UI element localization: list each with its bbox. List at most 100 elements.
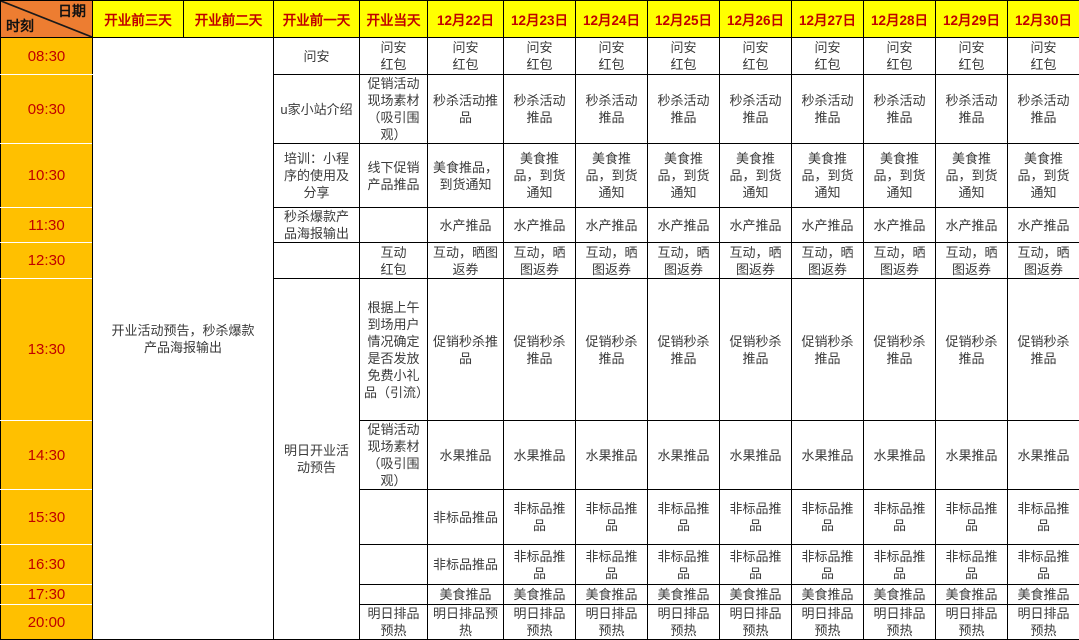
time-label: 16:30: [1, 545, 93, 585]
schedule-cell: 美食推品: [504, 585, 576, 605]
header-row: 日期 时刻 开业前三天 开业前二天 开业前一天 开业当天 12月22日 12月2…: [1, 1, 1079, 38]
schedule-cell: 非标品推品: [428, 545, 504, 585]
schedule-cell: 促销秒杀推品: [720, 279, 792, 421]
header-opening-day: 开业当天: [360, 1, 428, 38]
time-label: 09:30: [1, 75, 93, 144]
schedule-cell: 非标品推品: [936, 490, 1008, 545]
cell-day0-1530: [360, 490, 428, 545]
schedule-cell: 水果推品: [1008, 421, 1079, 490]
corner-time-label: 时刻: [6, 16, 34, 36]
schedule-cell: 互动，晒图返券: [648, 243, 720, 279]
schedule-cell: 非标品推品: [792, 490, 864, 545]
header-pre1: 开业前一天: [274, 1, 360, 38]
schedule-cell: 明日排品预热: [1008, 605, 1079, 640]
schedule-cell: 互动，晒图返券: [1008, 243, 1079, 279]
schedule-cell: 非标品推品: [504, 490, 576, 545]
schedule-cell: 秒杀活动推品: [428, 75, 504, 144]
schedule-cell: 问安 红包: [428, 38, 504, 75]
time-label: 20:00: [1, 605, 93, 640]
schedule-cell: 问安 红包: [648, 38, 720, 75]
time-label: 10:30: [1, 144, 93, 208]
schedule-cell: 非标品推品: [864, 545, 936, 585]
schedule-cell: 促销秒杀推品: [428, 279, 504, 421]
schedule-cell: 秒杀活动推品: [792, 75, 864, 144]
schedule-cell: 美食推品: [720, 585, 792, 605]
schedule-cell: 秒杀活动推品: [864, 75, 936, 144]
schedule-cell: 促销秒杀推品: [864, 279, 936, 421]
time-label: 13:30: [1, 279, 93, 421]
schedule-cell: 美食推品: [936, 585, 1008, 605]
schedule-cell: 非标品推品: [720, 545, 792, 585]
schedule-cell: 非标品推品: [504, 545, 576, 585]
schedule-cell: 促销秒杀推品: [936, 279, 1008, 421]
schedule-cell: 非标品推品: [648, 545, 720, 585]
header-dec26: 12月26日: [720, 1, 792, 38]
cell-pre1-1230: [274, 243, 360, 279]
cell-pre1-1130: 秒杀爆款产品海报输出: [274, 208, 360, 243]
schedule-cell: 非标品推品: [720, 490, 792, 545]
time-label: 08:30: [1, 38, 93, 75]
schedule-cell: 美食推品: [792, 585, 864, 605]
time-label: 14:30: [1, 421, 93, 490]
schedule-cell: 明日排品预热: [428, 605, 504, 640]
schedule-cell: 明日排品预热: [936, 605, 1008, 640]
header-dec30: 12月30日: [1008, 1, 1079, 38]
schedule-cell: 明日排品预热: [576, 605, 648, 640]
schedule-cell: 水产推品: [1008, 208, 1079, 243]
schedule-cell: 水果推品: [864, 421, 936, 490]
schedule-cell: 互动，晒图返券: [576, 243, 648, 279]
schedule-cell: 秒杀活动推品: [648, 75, 720, 144]
header-dec29: 12月29日: [936, 1, 1008, 38]
schedule-cell: 水果推品: [936, 421, 1008, 490]
time-label: 11:30: [1, 208, 93, 243]
schedule-cell: 美食推品，到货通知: [576, 144, 648, 208]
schedule-cell: 互动，晒图返券: [504, 243, 576, 279]
schedule-cell: 明日排品预热: [720, 605, 792, 640]
schedule-cell: 水产推品: [864, 208, 936, 243]
time-label: 12:30: [1, 243, 93, 279]
cell-day0-1330: 根据上午到场用户情况确定是否发放免费小礼品（引流）: [360, 279, 428, 421]
schedule-cell: 促销秒杀推品: [1008, 279, 1079, 421]
corner-diagonal-container: 日期 时刻: [1, 1, 92, 37]
schedule-cell: 水产推品: [428, 208, 504, 243]
schedule-cell: 水果推品: [504, 421, 576, 490]
corner-cell: 日期 时刻: [1, 1, 93, 38]
cell-day0-1630: [360, 545, 428, 585]
schedule-cell: 互动，晒图返券: [864, 243, 936, 279]
row-0830: 08:30 开业活动预告，秒杀爆款 产品海报输出 问安 问安 红包 问安 红包 …: [1, 38, 1079, 75]
cell-day0-1730: [360, 585, 428, 605]
cell-day0-0930: 促销活动现场素材（吸引围观）: [360, 75, 428, 144]
schedule-cell: 非标品推品: [1008, 490, 1079, 545]
cell-day0-1230: 互动 红包: [360, 243, 428, 279]
schedule-cell: 美食推品: [1008, 585, 1079, 605]
cell-day0-1130: [360, 208, 428, 243]
schedule-cell: 非标品推品: [936, 545, 1008, 585]
schedule-cell: 美食推品，到货通知: [648, 144, 720, 208]
schedule-cell: 水果推品: [720, 421, 792, 490]
schedule-cell: 秒杀活动推品: [504, 75, 576, 144]
schedule-cell: 非标品推品: [428, 490, 504, 545]
schedule-cell: 明日排品预热: [864, 605, 936, 640]
schedule-cell: 水果推品: [792, 421, 864, 490]
cell-day0-0830: 问安 红包: [360, 38, 428, 75]
schedule-cell: 非标品推品: [648, 490, 720, 545]
schedule-cell: 美食推品，到货通知: [504, 144, 576, 208]
cell-day0-1030: 线下促销产品推品: [360, 144, 428, 208]
schedule-cell: 水产推品: [576, 208, 648, 243]
schedule-cell: 非标品推品: [576, 545, 648, 585]
schedule-cell: 问安 红包: [936, 38, 1008, 75]
time-label: 15:30: [1, 490, 93, 545]
schedule-cell: 互动，晒图返券: [428, 243, 504, 279]
schedule-cell: 问安 红包: [1008, 38, 1079, 75]
schedule-cell: 水果推品: [428, 421, 504, 490]
schedule-cell: 秒杀活动推品: [1008, 75, 1079, 144]
schedule-cell: 水果推品: [648, 421, 720, 490]
schedule-cell: 美食推品: [428, 585, 504, 605]
schedule-cell: 明日排品预热: [504, 605, 576, 640]
cell-day0-2000: 明日排品预热: [360, 605, 428, 640]
time-label: 17:30: [1, 585, 93, 605]
header-pre2: 开业前二天: [184, 1, 274, 38]
schedule-cell: 美食推品: [648, 585, 720, 605]
schedule-cell: 非标品推品: [576, 490, 648, 545]
